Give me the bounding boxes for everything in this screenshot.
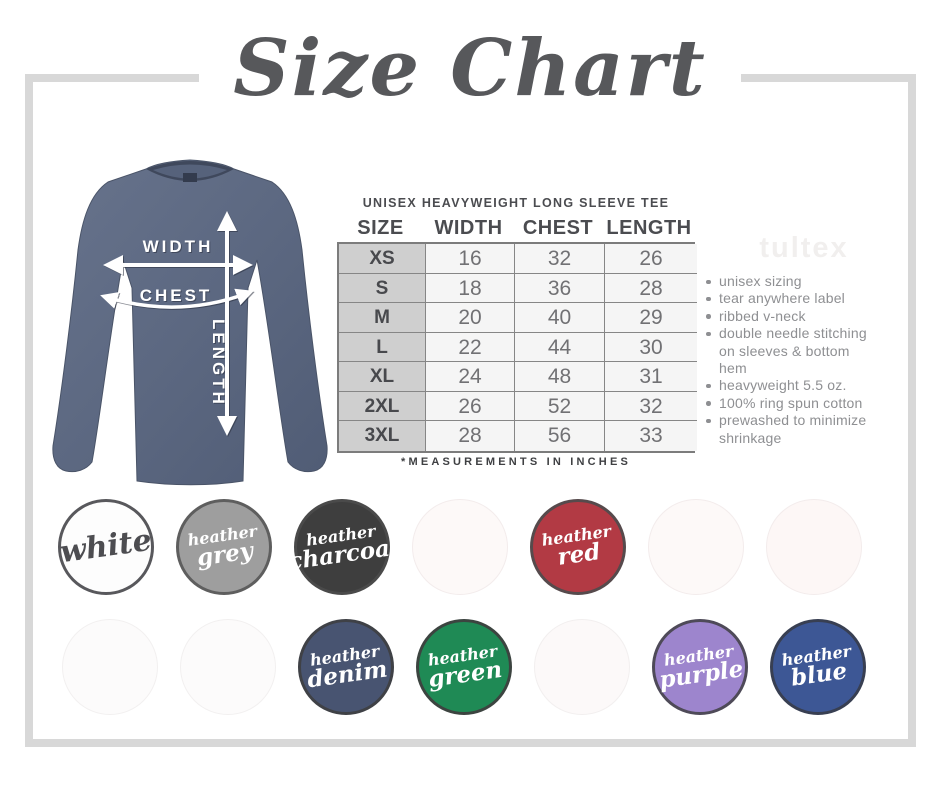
- feature-text: tear anywhere label: [719, 290, 845, 307]
- color-swatch-heather-charcoal: heather charcoal: [286, 499, 400, 595]
- measurement-value: 56: [515, 421, 605, 451]
- color-swatch-heather-blue: heather blue: [770, 619, 866, 715]
- swatch-label: heather denim: [305, 641, 389, 694]
- measurement-value: 26: [426, 391, 515, 421]
- length-label: LENGTH: [209, 319, 228, 407]
- chest-label: CHEST: [140, 286, 213, 305]
- feature-item: prewashed to minimize shrinkage: [706, 412, 878, 447]
- table-header-size: SIZE: [357, 217, 404, 239]
- measurement-value: 28: [426, 421, 515, 451]
- color-swatch-faded-swatch-4: [62, 619, 158, 715]
- bullet-icon: [706, 383, 711, 389]
- color-swatch-faded-swatch-3: [766, 499, 862, 595]
- feature-text: unisex sizing: [719, 273, 802, 289]
- brand-watermark: tultex: [759, 232, 849, 264]
- size-table: XS 16 32 26 S 18 36 28 M 20 40 29 L 22 44 30 XL 24 48 31 2XL…: [337, 242, 697, 453]
- measurement-value: 40: [515, 303, 605, 333]
- bullet-icon: [706, 296, 711, 302]
- swatch-row-1: white heather grey heather charcoal heather re…: [58, 499, 862, 595]
- bullet-icon: [706, 401, 711, 406]
- color-swatch-white: white: [58, 499, 154, 595]
- size-table-header: SIZE WIDTH CHEST LENGTH: [337, 215, 695, 242]
- size-label: XS: [339, 244, 426, 274]
- swatch-label: heather red: [540, 521, 613, 571]
- page-title-text: Size Chart: [199, 10, 741, 128]
- feature-text: heavyweight 5.5 oz.: [719, 377, 847, 394]
- measurement-value: 31: [605, 362, 697, 392]
- page-title: Size Chart: [0, 10, 940, 128]
- measurement-value: 16: [426, 244, 515, 274]
- feature-item: tear anywhere label: [706, 290, 878, 307]
- measurement-arrows: WIDTH CHEST LENGTH: [100, 211, 254, 436]
- feature-item: ribbed v-neck: [706, 308, 878, 325]
- size-label: XL: [339, 362, 426, 392]
- bullet-icon: [706, 314, 711, 319]
- color-swatch-heather-purple: heather purple: [652, 619, 748, 715]
- swatch-label: heather purple: [657, 641, 745, 694]
- size-label: S: [339, 273, 426, 303]
- shirt-photo: [52, 159, 328, 486]
- color-swatch-heather-green: heather green: [416, 619, 512, 715]
- measurement-value: 18: [426, 273, 515, 303]
- swatch-row-2: heather denim heather green heather purple hea…: [62, 619, 866, 715]
- bullet-icon: [706, 279, 711, 284]
- measurement-value: 48: [515, 362, 605, 392]
- feature-text: 100% ring spun cotton: [719, 394, 863, 411]
- measurement-value: 24: [426, 362, 515, 392]
- swatch-label: heather green: [426, 641, 504, 693]
- size-label: 2XL: [339, 391, 426, 421]
- color-swatch-heather-red: heather red: [530, 499, 626, 595]
- color-swatch-faded-swatch-6: [534, 619, 630, 715]
- color-swatch-heather-grey: heather grey: [176, 499, 272, 595]
- measurement-value: 36: [515, 273, 605, 303]
- product-name: UNISEX HEAVYWEIGHT LONG SLEEVE TEE: [362, 196, 670, 210]
- measurement-value: 30: [605, 332, 697, 362]
- bullet-icon: [706, 418, 711, 424]
- bullet-icon: [706, 331, 711, 337]
- feature-item: 100% ring spun cotton: [706, 395, 878, 412]
- size-label: 3XL: [339, 421, 426, 451]
- measurement-value: 28: [605, 273, 697, 303]
- feature-item: unisex sizing: [706, 273, 878, 290]
- shirt-diagram: WIDTH CHEST LENGTH: [52, 159, 328, 486]
- size-label: L: [339, 332, 426, 362]
- color-swatch-faded-swatch-1: [412, 499, 508, 595]
- color-swatch-faded-swatch-5: [180, 619, 276, 715]
- feature-text: double needle stitching on sleeves & bot…: [719, 325, 867, 377]
- measurement-value: 26: [605, 244, 697, 274]
- feature-item: heavyweight 5.5 oz.: [706, 377, 878, 394]
- feature-item: double needle stitching on sleeves & bot…: [706, 325, 878, 377]
- swatch-label: heather blue: [780, 641, 853, 692]
- measurement-value: 32: [515, 244, 605, 274]
- swatch-label: white: [57, 522, 154, 571]
- swatch-label: heather grey: [186, 521, 259, 572]
- table-header-length: LENGTH: [606, 217, 692, 239]
- table-header-width: WIDTH: [434, 217, 503, 239]
- measurement-value: 29: [605, 303, 697, 333]
- color-swatch-heather-denim: heather denim: [298, 619, 394, 715]
- size-label: M: [339, 303, 426, 333]
- measurement-value: 20: [426, 303, 515, 333]
- feature-list: unisex sizing tear anywhere label ribbed v…: [706, 273, 878, 447]
- measurement-value: 52: [515, 391, 605, 421]
- width-label: WIDTH: [143, 237, 214, 256]
- table-header-chest: CHEST: [522, 217, 594, 239]
- feature-text: ribbed v-neck: [719, 307, 806, 324]
- measurements-footnote: *MEASUREMENTS IN INCHES: [400, 456, 632, 468]
- color-swatch-faded-swatch-2: [648, 499, 744, 595]
- feature-text: prewashed to minimize shrinkage: [719, 412, 867, 446]
- measurement-value: 32: [605, 391, 697, 421]
- measurement-value: 22: [426, 332, 515, 362]
- measurement-value: 44: [515, 332, 605, 362]
- measurement-value: 33: [605, 421, 697, 451]
- swatch-label: heather charcoal: [286, 521, 400, 576]
